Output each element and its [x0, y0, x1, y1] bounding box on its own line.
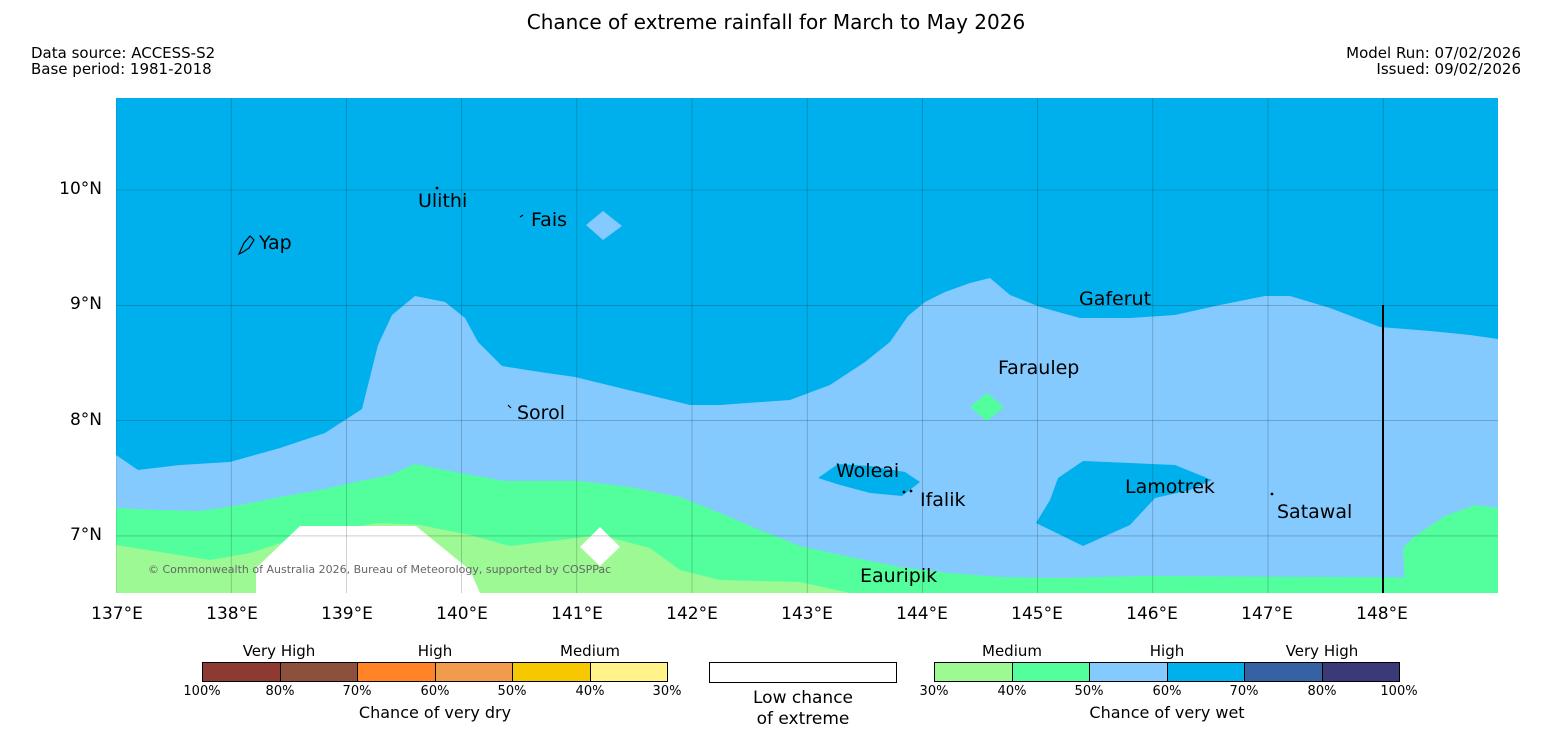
- region-wet-50-60-fais: [586, 211, 622, 240]
- low-chance-swatch: [709, 662, 897, 683]
- region-wet-40-50-faraulep: [970, 393, 1004, 421]
- wet-swatch: [1089, 662, 1168, 682]
- dry-tick-100: 100%: [183, 684, 221, 699]
- wet-legend-high: High: [1149, 642, 1185, 660]
- dry-legend-title: Chance of very dry: [358, 703, 512, 722]
- dry-swatch: [357, 662, 436, 682]
- region-low-chance: [256, 526, 620, 593]
- island-label-ulithi: Ulithi: [418, 190, 468, 212]
- wet-tick-30: 30%: [919, 684, 949, 699]
- dry-swatch: [589, 662, 668, 682]
- lon-label-145e: 145°E: [1011, 604, 1063, 624]
- dry-tick-60: 60%: [420, 684, 450, 699]
- dry-swatch: [434, 662, 513, 682]
- page-title: Chance of extreme rainfall for March to …: [526, 10, 1026, 34]
- yap-outline: [237, 235, 255, 256]
- lat-label-7n: 7°N: [69, 525, 102, 545]
- dry-swatch: [279, 662, 358, 682]
- ifalik-marker-1: [902, 490, 906, 494]
- wet-tick-100: 100%: [1380, 684, 1418, 699]
- wet-swatch: [934, 662, 1013, 682]
- issued-text: Issued: 09/02/2026: [1376, 60, 1521, 78]
- model-run-info: Model Run: 07/02/2026 Issued: 09/02/2026: [1346, 45, 1521, 77]
- island-label-faraulep: Faraulep: [998, 357, 1080, 379]
- island-label-sorol: Sorol: [517, 402, 565, 424]
- island-markers: [237, 186, 1274, 496]
- base-period-text: Base period: 1981-2018: [31, 60, 212, 78]
- island-label-lamotrek: Lamotrek: [1125, 476, 1215, 498]
- copyright-notice: © Commonwealth of Australia 2026, Bureau…: [148, 563, 612, 576]
- model-run-text: Model Run: 07/02/2026: [1346, 44, 1521, 62]
- fais-marker: [519, 214, 524, 218]
- dry-tick-80: 80%: [265, 684, 295, 699]
- dry-legend-high: High: [417, 642, 453, 660]
- lat-label-10n: 10°N: [59, 179, 102, 199]
- island-label-gaferut: Gaferut: [1079, 288, 1152, 310]
- lon-label-142e: 142°E: [666, 604, 718, 624]
- wet-swatch: [1011, 662, 1090, 682]
- wet-tick-50: 50%: [1074, 684, 1104, 699]
- region-wet-60-70-lamotrek: [1036, 461, 1212, 546]
- lon-label-138e: 138°E: [206, 604, 258, 624]
- wet-legend-title: Chance of very wet: [1089, 703, 1245, 722]
- island-label-fais: Fais: [531, 209, 568, 231]
- lon-label-147e: 147°E: [1241, 604, 1293, 624]
- map-area: [116, 98, 1498, 593]
- dry-tick-70: 70%: [342, 684, 372, 699]
- wet-tick-80: 80%: [1307, 684, 1337, 699]
- lon-label-143e: 143°E: [781, 604, 833, 624]
- lon-label-144e: 144°E: [896, 604, 948, 624]
- lon-label-141e: 141°E: [551, 604, 603, 624]
- ulithi-marker: [435, 186, 439, 190]
- dry-legend-medium: Medium: [560, 642, 620, 660]
- low-chance-label: Low chance of extreme: [753, 688, 853, 730]
- lon-label-146e: 146°E: [1126, 604, 1178, 624]
- dry-swatch: [512, 662, 591, 682]
- wet-swatch: [1321, 662, 1400, 682]
- low-chance-line2: of extreme: [756, 709, 850, 729]
- dry-swatch: [202, 662, 281, 682]
- map-gridlines: [116, 98, 1498, 593]
- lon-label-148e: 148°E: [1356, 604, 1408, 624]
- wet-tick-70: 70%: [1229, 684, 1259, 699]
- wet-legend-very-high: Very High: [1285, 642, 1359, 660]
- data-source-info: Data source: ACCESS-S2 Base period: 1981…: [31, 45, 215, 77]
- dry-tick-50: 50%: [497, 684, 527, 699]
- island-label-satawal: Satawal: [1277, 501, 1353, 523]
- island-label-woleai: Woleai: [836, 460, 900, 482]
- satawal-marker: [1270, 492, 1274, 496]
- lat-label-9n: 9°N: [69, 294, 102, 314]
- lon-label-140e: 140°E: [436, 604, 488, 624]
- lat-label-8n: 8°N: [69, 410, 102, 430]
- island-label-ifalik: Ifalik: [920, 489, 966, 511]
- island-label-yap: Yap: [259, 232, 292, 254]
- low-chance-line1: Low chance: [753, 688, 853, 708]
- region-wet-60-70-woleai: [818, 464, 920, 496]
- wet-tick-60: 60%: [1152, 684, 1182, 699]
- data-source-text: Data source: ACCESS-S2: [31, 44, 216, 62]
- dry-tick-30: 30%: [652, 684, 682, 699]
- wet-tick-40: 40%: [997, 684, 1027, 699]
- wet-swatch: [1244, 662, 1323, 682]
- sorol-marker: [507, 404, 512, 409]
- island-label-eauripik: Eauripik: [860, 565, 938, 587]
- dry-tick-40: 40%: [575, 684, 605, 699]
- lon-label-137e: 137°E: [91, 604, 143, 624]
- ifalik-marker-2: [909, 489, 913, 493]
- dry-legend-very-high: Very High: [242, 642, 316, 660]
- wet-legend-medium: Medium: [982, 642, 1042, 660]
- region-wet-40-50-east: [1403, 505, 1498, 593]
- wet-swatch: [1166, 662, 1245, 682]
- lon-label-139e: 139°E: [321, 604, 373, 624]
